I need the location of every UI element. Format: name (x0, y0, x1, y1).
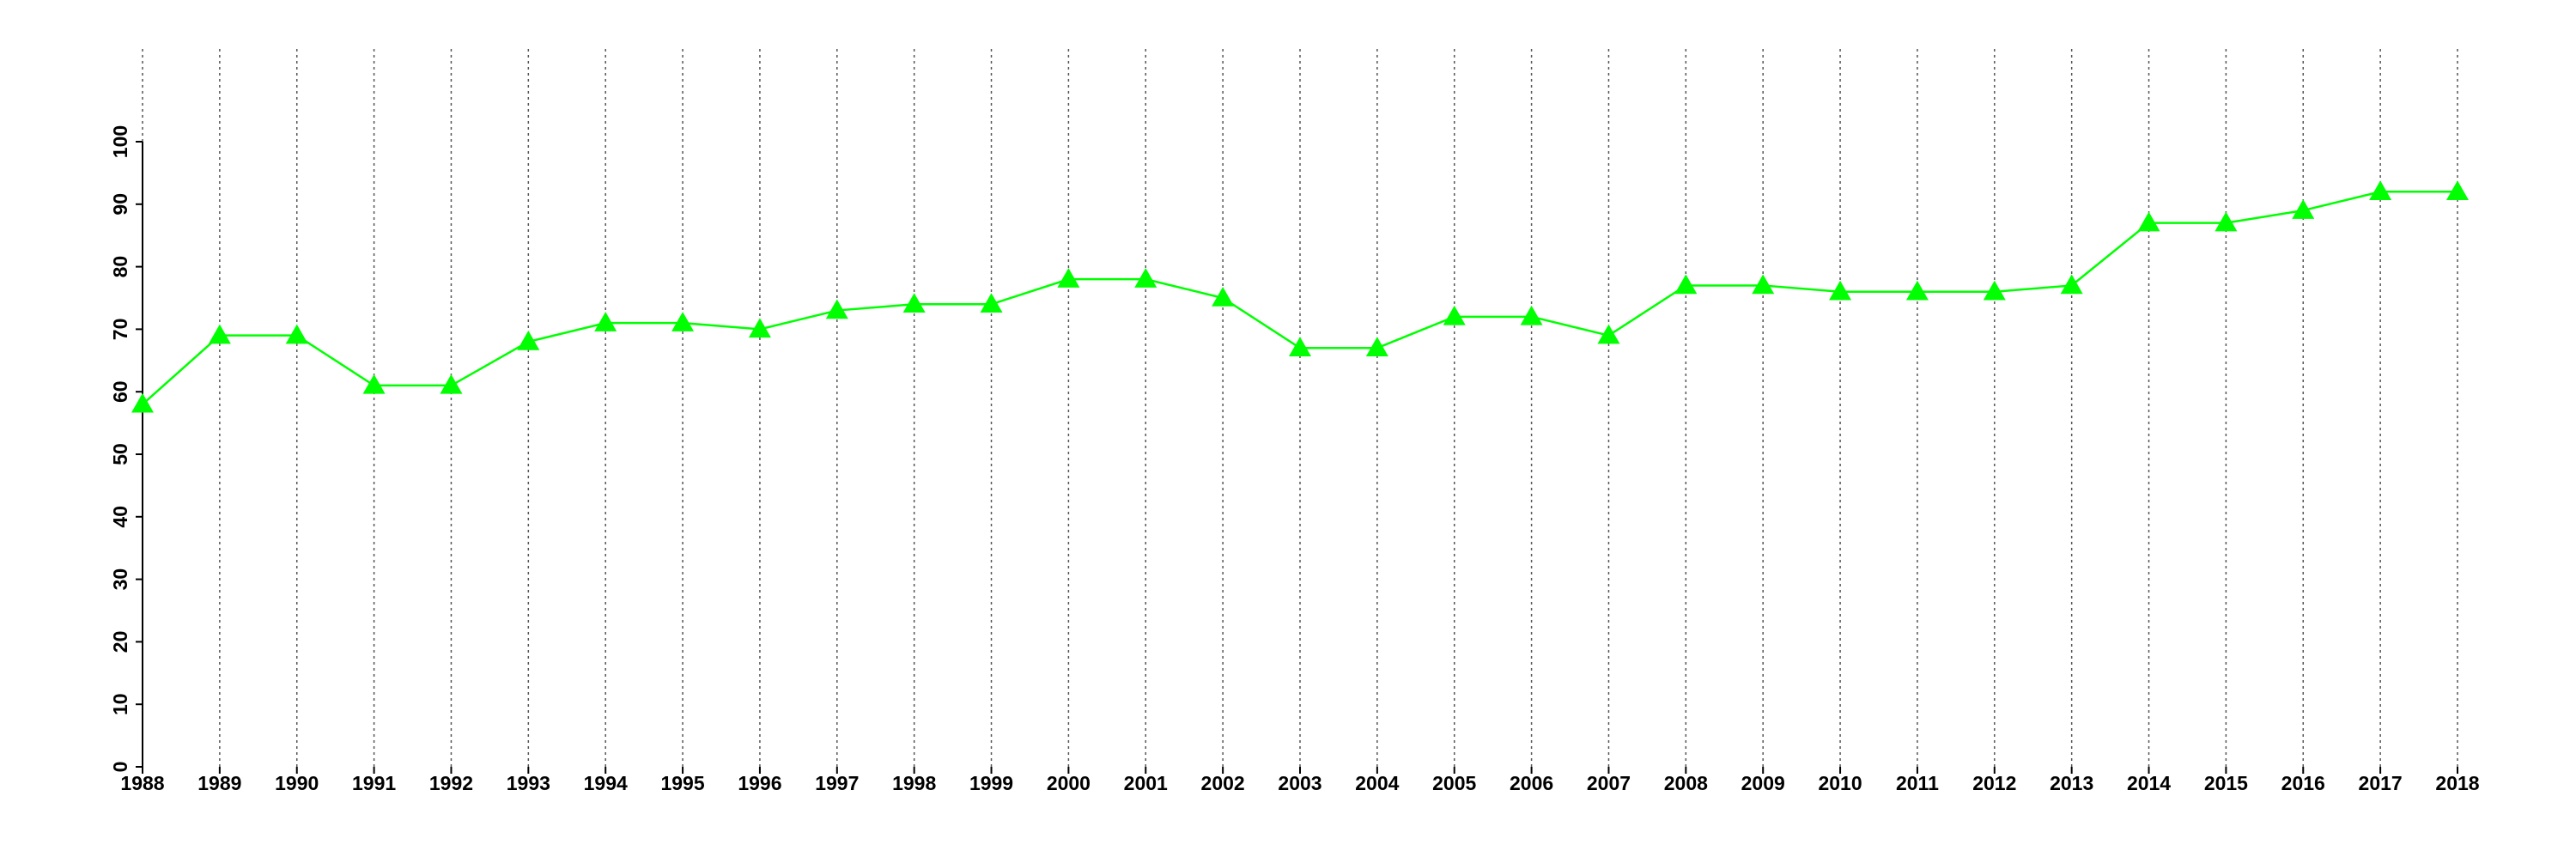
marker (1057, 268, 1080, 288)
marker (671, 312, 695, 331)
x-tick-label: 2015 (2204, 772, 2248, 794)
marker (2060, 274, 2083, 295)
x-tick-label: 2016 (2281, 772, 2325, 794)
x-tick-label: 1995 (660, 772, 704, 794)
marker (2292, 199, 2315, 219)
x-tick-label: 1990 (275, 772, 319, 794)
y-tick-label: 60 (109, 380, 131, 403)
marker (1983, 280, 2006, 301)
marker (440, 374, 463, 394)
marker (1212, 287, 1235, 307)
marker (1597, 324, 1620, 344)
x-tick-label: 2009 (1741, 772, 1785, 794)
x-tick-label: 2004 (1355, 772, 1399, 794)
y-tick-label: 10 (109, 693, 131, 715)
marker (131, 392, 154, 413)
marker (902, 293, 926, 313)
y-tick-label: 100 (109, 125, 131, 158)
marker (1905, 280, 1929, 301)
x-tick-label: 2011 (1896, 772, 1939, 794)
marker (2369, 180, 2392, 200)
marker (748, 318, 771, 338)
x-tick-label: 2005 (1432, 772, 1476, 794)
x-tick-label: 1992 (429, 772, 473, 794)
marker (1289, 337, 1311, 356)
marker (208, 324, 231, 344)
y-tick-label: 90 (109, 193, 131, 216)
x-tick-label: 2003 (1278, 772, 1321, 794)
y-tick-label: 70 (109, 319, 131, 341)
x-tick-label: 2012 (1972, 772, 2016, 794)
x-tick-label: 2010 (1818, 772, 1862, 794)
x-tick-label: 2007 (1587, 772, 1631, 794)
x-tick-label: 2002 (1201, 772, 1245, 794)
marker (1520, 305, 1543, 325)
x-tick-label: 1991 (352, 772, 396, 794)
marker (1365, 337, 1388, 356)
marker (980, 293, 1003, 313)
marker (594, 312, 617, 331)
x-tick-label: 2008 (1664, 772, 1708, 794)
x-tick-label: 1999 (969, 772, 1013, 794)
marker (1829, 280, 1852, 301)
x-tick-label: 1997 (815, 772, 859, 794)
y-tick-label: 0 (109, 762, 131, 773)
x-tick-label: 1993 (507, 772, 550, 794)
marker (1674, 274, 1698, 295)
marker (1752, 274, 1775, 295)
y-tick-label: 80 (109, 256, 131, 278)
y-tick-label: 20 (109, 631, 131, 653)
x-tick-label: 1994 (584, 772, 628, 794)
marker (2446, 180, 2469, 200)
marker (1443, 305, 1466, 325)
marker (825, 299, 848, 319)
x-tick-label: 2018 (2435, 772, 2479, 794)
y-tick-label: 40 (109, 506, 131, 528)
x-tick-label: 2013 (2050, 772, 2093, 794)
marker (362, 374, 386, 394)
x-tick-label: 2000 (1047, 772, 1091, 794)
marker (285, 324, 308, 344)
marker (2137, 211, 2160, 232)
x-tick-label: 2014 (2127, 772, 2171, 794)
marker (517, 330, 540, 350)
x-tick-label: 2017 (2359, 772, 2403, 794)
x-tick-label: 1998 (892, 772, 936, 794)
y-tick-label: 30 (109, 568, 131, 591)
x-tick-label: 1988 (120, 772, 164, 794)
x-tick-label: 1996 (738, 772, 781, 794)
y-tick-label: 50 (109, 443, 131, 465)
x-tick-label: 1989 (197, 772, 241, 794)
x-tick-label: 2001 (1124, 772, 1168, 794)
marker (1134, 268, 1157, 288)
marker (2215, 211, 2238, 232)
x-tick-label: 2006 (1510, 772, 1553, 794)
